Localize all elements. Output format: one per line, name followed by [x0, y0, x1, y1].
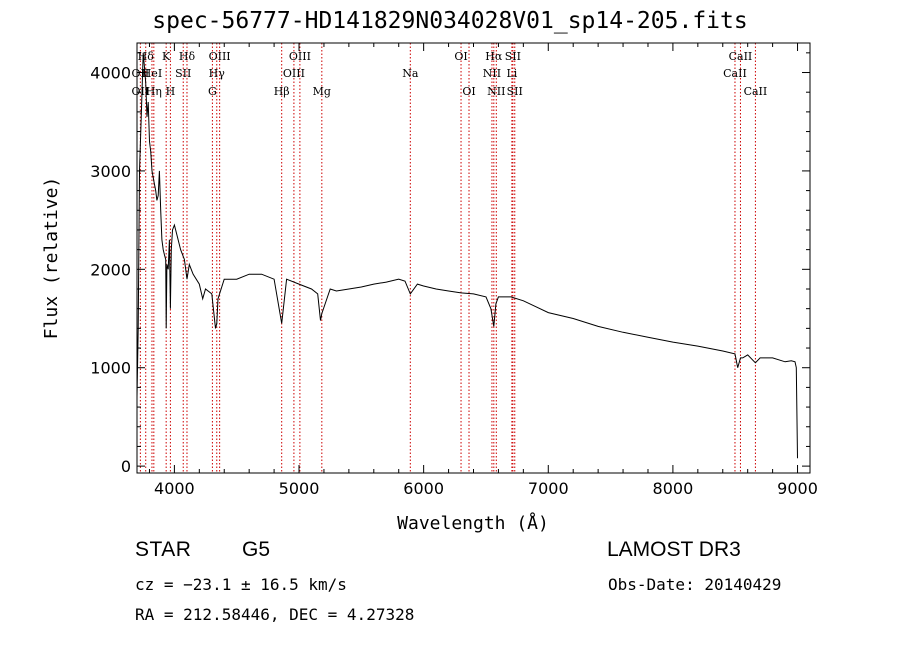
- y-tick-label: 4000: [90, 64, 131, 83]
- marker-label: Hα: [485, 50, 503, 63]
- x-tick-label: 6000: [403, 479, 444, 498]
- marker-label: K: [162, 50, 171, 63]
- marker-label: NII: [487, 85, 505, 98]
- marker-label: Hδ: [179, 50, 196, 63]
- y-axis-label: Flux (relative): [41, 177, 62, 340]
- marker-label: OIII: [283, 67, 305, 80]
- marker-label: Li: [506, 67, 517, 80]
- object-type: STAR: [135, 538, 192, 561]
- marker-lines: [139, 43, 756, 473]
- marker-label: NII: [483, 67, 501, 80]
- y-tick-label: 1000: [90, 359, 131, 378]
- marker-label: G: [208, 85, 217, 98]
- x-tick-label: 8000: [653, 479, 694, 498]
- marker-label: Mg: [313, 85, 331, 98]
- marker-label: Hη: [146, 85, 162, 98]
- marker-label: OII: [132, 85, 150, 98]
- x-axis-label: Wavelength (Å): [397, 512, 549, 534]
- marker-label: OI: [454, 50, 467, 63]
- obs-date: Obs-Date: 20140429: [608, 575, 782, 594]
- marker-label: OI: [462, 85, 475, 98]
- marker-label: OIII: [289, 50, 311, 63]
- marker-label: SII: [505, 50, 521, 63]
- y-tick-label: 2000: [90, 260, 131, 279]
- y-tick-label: 3000: [90, 162, 131, 181]
- plot-frame: [136, 42, 811, 474]
- marker-label: SII: [507, 85, 523, 98]
- marker-label: CaII: [729, 50, 753, 63]
- marker-label: Hγ: [209, 67, 226, 80]
- marker-label: H: [166, 85, 176, 98]
- marker-label: CaII: [723, 67, 747, 80]
- redshift-info: cz = −23.1 ± 16.5 km/s: [135, 575, 347, 594]
- x-axis: 4000 5000 6000 7000 8000 9000: [148, 43, 818, 498]
- survey-name: LAMOST DR3: [607, 538, 741, 561]
- spectrum-line: [136, 52, 798, 459]
- marker-label: CaII: [744, 85, 768, 98]
- marker-label: OIII: [209, 50, 231, 63]
- x-tick-label: 4000: [154, 479, 195, 498]
- coordinates: RA = 212.58446, DEC = 4.27328: [135, 605, 415, 624]
- marker-label: Hδ: [138, 50, 155, 63]
- chart-title: spec-56777-HD141829N034028V01_sp14-205.f…: [152, 8, 748, 34]
- x-tick-label: 9000: [777, 479, 818, 498]
- marker-label: SII: [175, 67, 191, 80]
- marker-label: Hβ: [274, 85, 290, 98]
- x-tick-label: 5000: [279, 479, 320, 498]
- spectral-class: G5: [242, 538, 271, 561]
- y-tick-label: 0: [121, 457, 131, 476]
- y-axis: 0 1000 2000 3000 4000: [90, 52, 810, 476]
- marker-label: HeI: [142, 67, 162, 80]
- marker-label: Na: [402, 67, 419, 80]
- x-tick-label: 7000: [528, 479, 569, 498]
